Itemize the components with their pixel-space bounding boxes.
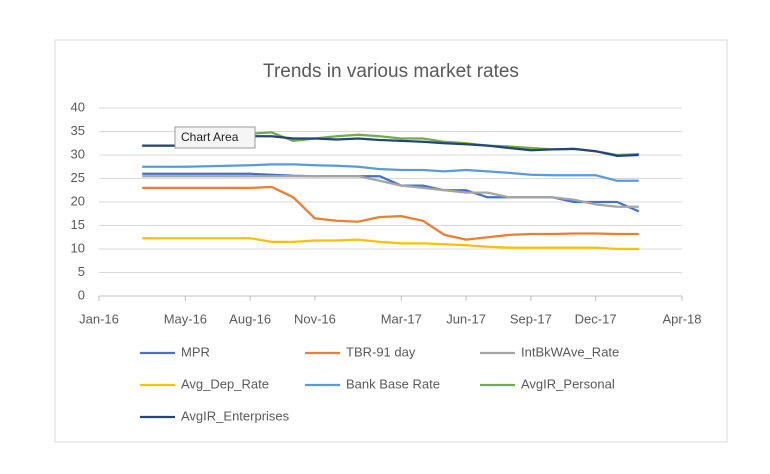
legend-label: AvgIR_Personal <box>521 376 615 391</box>
x-tick-label: Aug-16 <box>229 311 271 326</box>
legend-label: Bank Base Rate <box>346 376 440 391</box>
y-tick-label: 40 <box>71 99 85 114</box>
y-tick-label: 25 <box>71 170 85 185</box>
y-tick-label: 30 <box>71 146 85 161</box>
legend-label: TBR-91 day <box>346 344 416 359</box>
x-tick-label: Jan-16 <box>79 311 119 326</box>
legend-label: IntBkWAve_Rate <box>521 344 619 359</box>
series-line <box>142 163 639 182</box>
x-tick-label: Sep-17 <box>510 311 552 326</box>
tooltip-box <box>174 126 256 149</box>
tooltip-text: Chart Area <box>181 130 239 144</box>
x-tick-label: Nov-16 <box>294 311 336 326</box>
x-tick-label: May-16 <box>164 311 207 326</box>
series-line <box>142 237 639 251</box>
legend-label: AvgIR_Enterprises <box>181 408 290 423</box>
y-tick-label: 20 <box>71 193 85 208</box>
chart-title: Trends in various market rates <box>263 61 519 82</box>
y-tick-label: 0 <box>78 287 85 302</box>
legend-label: Avg_Dep_Rate <box>181 376 269 391</box>
x-tick-label: Jun-17 <box>446 311 486 326</box>
y-tick-label: 10 <box>71 240 85 255</box>
series-line <box>142 185 639 241</box>
chart-area <box>54 39 728 443</box>
x-tick-label: Mar-17 <box>381 311 422 326</box>
series-line <box>142 175 639 208</box>
tooltip: Chart Area <box>174 126 256 149</box>
y-tick-label: 5 <box>78 264 85 279</box>
y-tick-label: 35 <box>71 123 85 138</box>
legend-label: MPR <box>181 344 210 359</box>
y-tick-label: 15 <box>71 217 85 232</box>
x-tick-label: Apr-18 <box>662 311 701 326</box>
x-tick-label: Dec-17 <box>575 311 617 326</box>
